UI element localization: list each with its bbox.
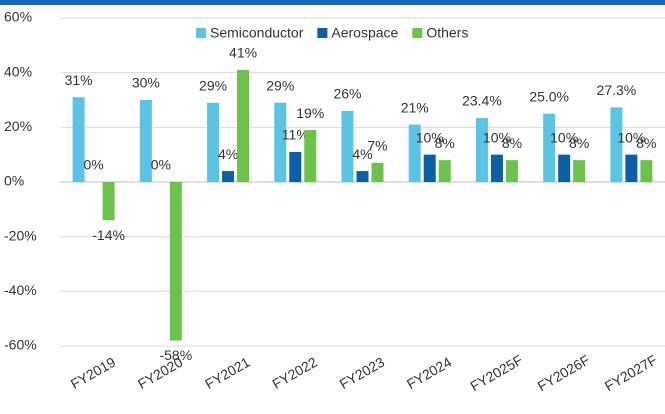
bar — [505, 160, 518, 182]
value-label: 10% — [416, 129, 444, 145]
x-tick-label: FY2021 — [202, 354, 253, 392]
bar — [490, 154, 503, 182]
value-label: 7% — [367, 138, 387, 154]
value-label: 41% — [229, 45, 257, 61]
bar — [423, 154, 436, 182]
value-label: 19% — [296, 105, 324, 121]
value-label: 8% — [569, 135, 589, 151]
x-tick-label: FY2023 — [337, 354, 388, 392]
x-tick-label: FY2025F — [467, 352, 525, 395]
y-tick-label: 0% — [4, 173, 24, 189]
value-label: -58% — [159, 347, 192, 363]
value-label: 26% — [333, 86, 361, 102]
bar — [222, 171, 235, 182]
legend-swatch — [196, 28, 206, 38]
bar — [341, 110, 354, 182]
y-tick-label: -40% — [4, 282, 37, 298]
bar — [543, 113, 556, 182]
y-tick-label: 60% — [4, 9, 32, 25]
value-label: 0% — [151, 157, 171, 173]
bar — [408, 124, 421, 182]
value-label: 29% — [199, 77, 227, 93]
value-label: 4% — [218, 146, 238, 162]
header-strip — [0, 0, 665, 5]
bar — [274, 102, 287, 182]
bar — [625, 154, 638, 182]
bar — [289, 151, 302, 182]
bar — [169, 182, 182, 341]
value-label: 29% — [266, 77, 294, 93]
value-label: 23.4% — [462, 93, 502, 109]
value-label: 8% — [636, 135, 656, 151]
legend-label: Others — [426, 25, 468, 41]
y-tick-label: 20% — [4, 118, 32, 134]
bar — [573, 160, 586, 182]
value-label: 4% — [352, 146, 372, 162]
y-tick-label: 40% — [4, 63, 32, 79]
legend-swatch — [317, 28, 328, 38]
value-label: 30% — [132, 75, 160, 91]
legend-swatch — [412, 28, 423, 38]
bar — [438, 160, 451, 182]
value-label: 0% — [83, 157, 103, 173]
value-label: 10% — [550, 129, 578, 145]
value-label: 31% — [65, 72, 93, 88]
value-label: 10% — [483, 129, 511, 145]
x-tick-label: FY2027F — [602, 352, 660, 395]
value-label: 27.3% — [597, 82, 637, 98]
x-tick-label: FY2019 — [68, 354, 119, 392]
value-label: -14% — [92, 227, 125, 243]
bar — [139, 100, 152, 182]
bar — [72, 97, 85, 182]
x-tick-label: FY2022 — [269, 354, 320, 392]
y-tick-label: -20% — [4, 227, 37, 243]
value-label: 8% — [435, 135, 455, 151]
value-label: 25.0% — [529, 88, 569, 104]
legend-label: Semiconductor — [210, 25, 304, 41]
bar — [102, 182, 115, 221]
bar — [304, 130, 317, 182]
bar — [558, 154, 571, 182]
bar — [237, 69, 250, 182]
x-tick-label: FY2026F — [535, 352, 593, 395]
bar — [475, 118, 488, 182]
y-tick-label: -60% — [4, 337, 37, 353]
value-label: 8% — [502, 135, 522, 151]
bar — [207, 102, 220, 182]
bar — [610, 107, 623, 182]
legend-label: Aerospace — [331, 25, 398, 41]
value-label: 11% — [282, 127, 309, 143]
bar — [640, 160, 653, 182]
x-tick-label: FY2024 — [404, 354, 455, 392]
value-label: 21% — [401, 99, 429, 115]
value-label: 10% — [617, 129, 645, 145]
bar — [371, 162, 384, 182]
bar — [356, 171, 369, 182]
